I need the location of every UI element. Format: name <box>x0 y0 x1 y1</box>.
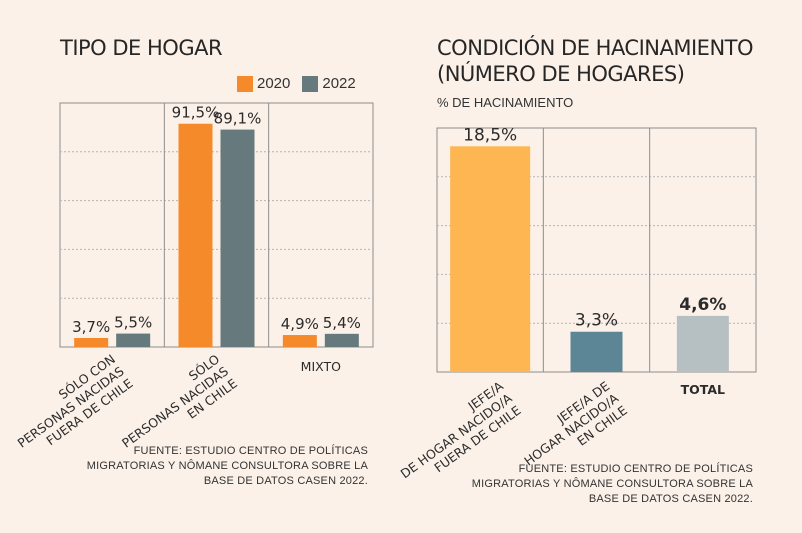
data-label-2020-1: 91,5% <box>172 104 220 122</box>
chart-2-title-line-2: (NÚMERO DE HOGARES) <box>437 62 685 86</box>
data-label-2022-1: 89,1% <box>214 110 262 128</box>
source-line: MIGRATORIAS Y NÔMANE CONSULTORA SOBRE LA <box>471 478 753 490</box>
bar-2020-2 <box>282 335 317 347</box>
chart-2-title-line-1: CONDICIÓN DE HACINAMIENTO <box>437 36 754 60</box>
legend-swatch-2022 <box>302 75 319 92</box>
data-label-2020-2: 4,9% <box>281 315 319 333</box>
bar-2020-1 <box>178 123 213 348</box>
legend-label-2020: 2020 <box>257 75 291 92</box>
bar-2022-0 <box>116 333 151 347</box>
bar-2020-0 <box>74 337 109 347</box>
legend-swatch-2020 <box>237 75 253 92</box>
chart-2-source: FUENTE: ESTUDIO CENTRO DE POLÍTICAS MIGR… <box>440 462 753 507</box>
bar-2022-1 <box>220 129 255 347</box>
data-label-2022-2: 5,4% <box>323 314 361 332</box>
source-line: MIGRATORIAS Y NÔMANE CONSULTORA SOBRE LA <box>86 460 368 472</box>
chart-1-legend: 2020 2022 <box>237 75 368 92</box>
source-line: BASE DE DATOS CASEN 2022. <box>203 475 368 487</box>
category-label: MIXTO <box>301 359 341 374</box>
legend-item-2020: 2020 <box>237 75 290 92</box>
bar-2 <box>676 315 729 372</box>
source-line: BASE DE DATOS CASEN 2022. <box>588 493 753 505</box>
chart-1-source: FUENTE: ESTUDIO CENTRO DE POLÍTICAS MIGR… <box>60 444 368 489</box>
chart-1-title: TIPO DE HOGAR <box>60 36 223 60</box>
chart-2-title: CONDICIÓN DE HACINAMIENTO (NÚMERO DE HOG… <box>437 35 754 87</box>
bar-0 <box>450 146 531 372</box>
data-label-2: 4,6% <box>679 295 726 315</box>
source-line: FUENTE: ESTUDIO CENTRO DE POLÍTICAS <box>518 463 753 475</box>
legend-item-2022: 2022 <box>302 75 356 92</box>
data-label-2020-0: 3,7% <box>72 318 110 336</box>
data-label-1: 3,3% <box>575 311 618 331</box>
source-line: FUENTE: ESTUDIO CENTRO DE POLÍTICAS <box>133 445 368 457</box>
category-label: TOTAL <box>681 382 725 397</box>
bar-2022-2 <box>324 333 359 347</box>
legend-label-2022: 2022 <box>322 75 356 92</box>
plot-frame <box>59 102 374 348</box>
chart-2-ylabel: % DE HACINAMIENTO <box>437 95 574 110</box>
data-label-0: 18,5% <box>463 125 517 145</box>
bar-1 <box>570 331 623 372</box>
data-label-2022-0: 5,5% <box>114 314 152 332</box>
